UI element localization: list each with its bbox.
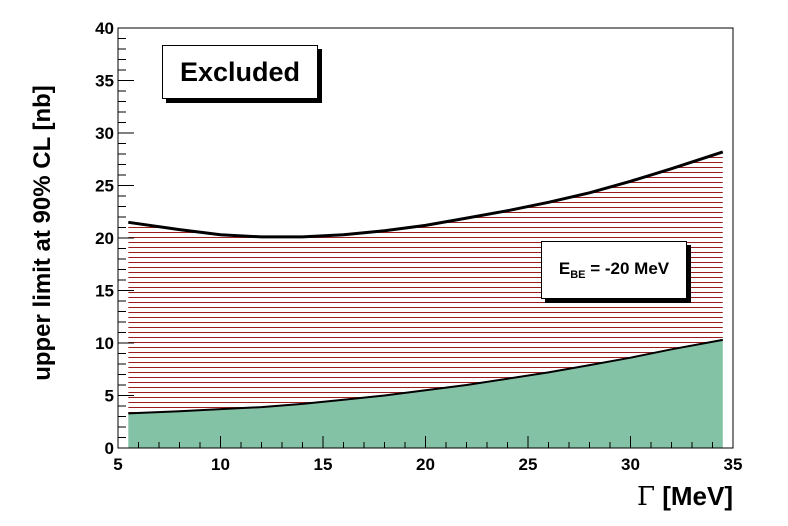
x-tick-label: 25 bbox=[519, 455, 538, 474]
upper-limit-line bbox=[128, 150, 724, 239]
x-axis-title: Γ [MeV] bbox=[636, 481, 733, 512]
y-tick-label: 15 bbox=[95, 282, 114, 301]
y-tick-label: 10 bbox=[95, 334, 114, 353]
excluded-label-box: Excluded bbox=[162, 45, 318, 99]
binding-energy-label: EBE = -20 MeV bbox=[558, 259, 670, 281]
x-tick-label: 5 bbox=[113, 455, 122, 474]
y-tick-label: 40 bbox=[95, 19, 114, 38]
y-tick-label: 25 bbox=[95, 177, 114, 196]
y-axis-title: upper limit at 90% CL [nb] bbox=[29, 85, 56, 381]
x-tick-label: 30 bbox=[621, 455, 640, 474]
y-tick-label: 0 bbox=[105, 439, 114, 458]
x-tick-label: 15 bbox=[314, 455, 333, 474]
binding-energy-box: EBE = -20 MeV bbox=[541, 241, 687, 299]
y-tick-label: 35 bbox=[95, 72, 114, 91]
x-tick-label: 35 bbox=[724, 455, 743, 474]
y-tick-label: 30 bbox=[95, 124, 114, 143]
y-tick-label: 5 bbox=[105, 387, 114, 406]
x-tick-label: 10 bbox=[211, 455, 230, 474]
x-tick-label: 20 bbox=[416, 455, 435, 474]
lower-curve-line bbox=[128, 338, 723, 415]
lower-fill-area bbox=[128, 339, 723, 448]
excluded-label: Excluded bbox=[179, 56, 301, 87]
excluded-hatch-area bbox=[128, 151, 723, 414]
y-tick-label: 20 bbox=[95, 229, 114, 248]
